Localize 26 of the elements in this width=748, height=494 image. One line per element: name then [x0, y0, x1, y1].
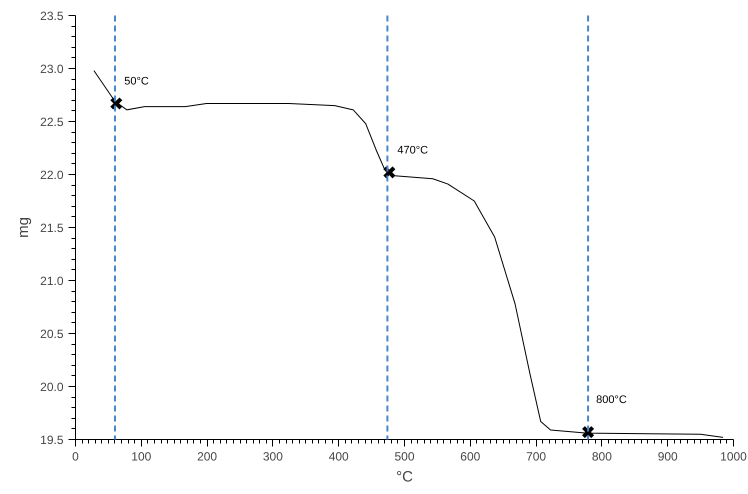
y-tick-label: 22.5	[40, 115, 64, 129]
x-tick-label: 0	[72, 450, 80, 464]
y-tick-label: 20.5	[40, 327, 64, 341]
x-tick-label: 300	[262, 450, 284, 464]
y-tick-label: 19.5	[40, 433, 64, 447]
y-tick-label: 20.0	[40, 380, 64, 394]
annotation: 800°C	[596, 394, 627, 406]
x-tick-label: 100	[131, 450, 152, 464]
y-tick-label: 21.0	[40, 274, 64, 288]
x-tick-label: 900	[658, 450, 678, 464]
y-tick-label: 21.5	[40, 221, 64, 235]
y-tick-label: 23.5	[40, 9, 64, 23]
annotation: 470°C	[397, 144, 428, 156]
x-tick-label: 200	[197, 450, 218, 464]
x-tick-label: 600	[460, 450, 481, 464]
x-axis-title: °C	[396, 468, 414, 486]
x-tick-label: 700	[526, 450, 546, 464]
y-axis-title: mg	[15, 217, 32, 238]
x-tick-label: 1000	[720, 450, 748, 464]
y-tick-label: 22.0	[40, 168, 64, 182]
annotation: 50°C	[124, 75, 149, 88]
point	[110, 96, 123, 110]
x-tick-label: 400	[328, 450, 350, 464]
x-tick-label: 800	[592, 450, 612, 464]
y-tick-label: 23.0	[40, 62, 64, 76]
x-tick-label: 500	[394, 450, 415, 464]
